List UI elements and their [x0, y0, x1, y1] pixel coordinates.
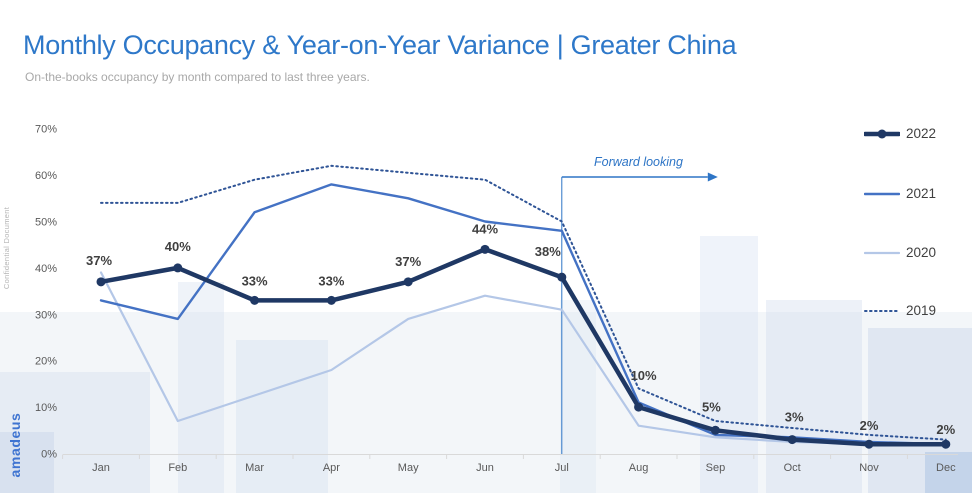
series-2022-point [403, 277, 413, 287]
background-building [766, 300, 862, 493]
y-tick-label: 10% [35, 402, 57, 414]
series-2022-point [941, 439, 951, 449]
legend-label-2022: 2022 [906, 126, 937, 141]
background-building [700, 236, 758, 493]
x-tick-label: Mar [245, 462, 264, 474]
legend-item-2019: 2019 [864, 303, 936, 318]
x-tick-label: Oct [784, 462, 801, 474]
series-2022-point [173, 263, 183, 273]
x-tick-label: May [398, 462, 419, 474]
series-2022-point [787, 435, 797, 445]
legend-swatch-2022 [864, 129, 900, 138]
data-label-2022: 40% [165, 239, 191, 254]
series-2022-line [98, 247, 949, 447]
legend-item-2020: 2020 [864, 245, 936, 260]
data-label-2022: 3% [785, 410, 804, 425]
legend-swatch-2020 [864, 251, 900, 254]
series-2022-point [710, 425, 720, 435]
background-building [560, 300, 596, 493]
data-label-2022: 38% [535, 244, 561, 259]
background-band [0, 312, 972, 493]
legend-item-2022: 2022 [864, 126, 936, 141]
background-building [0, 372, 150, 493]
series-2021-line [99, 183, 947, 446]
x-tick-label: Nov [859, 462, 879, 474]
legend-label-2021: 2021 [906, 186, 937, 201]
background-building [925, 452, 972, 493]
legend-label-2019: 2019 [906, 303, 937, 318]
legend-swatch-2019 [864, 309, 900, 312]
data-label-2022: 5% [702, 399, 721, 414]
legend-swatch-2021 [864, 192, 900, 195]
series-2020-line [99, 271, 947, 446]
background-building [0, 432, 54, 493]
series-2022-point [864, 439, 874, 449]
x-tick-label: Aug [629, 462, 649, 474]
amadeus-logo: amadeus [7, 412, 23, 478]
data-label-2022: 10% [631, 368, 657, 383]
x-tick-label: Jun [476, 462, 494, 474]
x-tick-label: Jul [555, 462, 569, 474]
data-label-2022: 33% [242, 273, 268, 288]
series-2022-point [634, 402, 644, 412]
background-building [236, 340, 328, 493]
data-label-2022: 37% [86, 253, 112, 268]
y-tick-label: 30% [35, 309, 57, 321]
data-label-2022: 33% [318, 273, 344, 288]
legend-item-2021: 2021 [864, 186, 936, 201]
series-2022-point [250, 295, 260, 305]
data-label-2022: 37% [395, 254, 421, 269]
x-tick-label: Dec [936, 462, 956, 474]
x-tick-label: Jan [92, 462, 110, 474]
confidential-watermark: Confidential Document [2, 206, 11, 290]
y-tick-label: 20% [35, 356, 57, 368]
data-label-2022: 2% [936, 422, 955, 437]
forward-looking-arrowhead [707, 172, 718, 182]
y-tick-label: 70% [35, 124, 57, 136]
x-tick-label: Feb [168, 462, 187, 474]
y-tick-label: 40% [35, 263, 57, 275]
page-title: Monthly Occupancy & Year-on-Year Varianc… [23, 30, 737, 61]
x-tick-label: Apr [323, 462, 340, 474]
series-2022-point [557, 272, 567, 282]
data-label-2022: 44% [472, 221, 498, 236]
y-tick-label: 50% [35, 217, 57, 229]
y-tick-label: 60% [35, 170, 57, 182]
page-subtitle: On-the-books occupancy by month compared… [25, 70, 370, 84]
series-2022-point [326, 295, 336, 305]
legend-label-2020: 2020 [906, 245, 937, 260]
forward-looking-label: Forward looking [594, 155, 683, 169]
data-label-2022: 2% [860, 418, 879, 433]
x-tick-label: Sep [706, 462, 726, 474]
series-2022-point [96, 277, 106, 287]
series-2022-point [480, 244, 490, 254]
y-tick-label: 0% [41, 449, 57, 461]
